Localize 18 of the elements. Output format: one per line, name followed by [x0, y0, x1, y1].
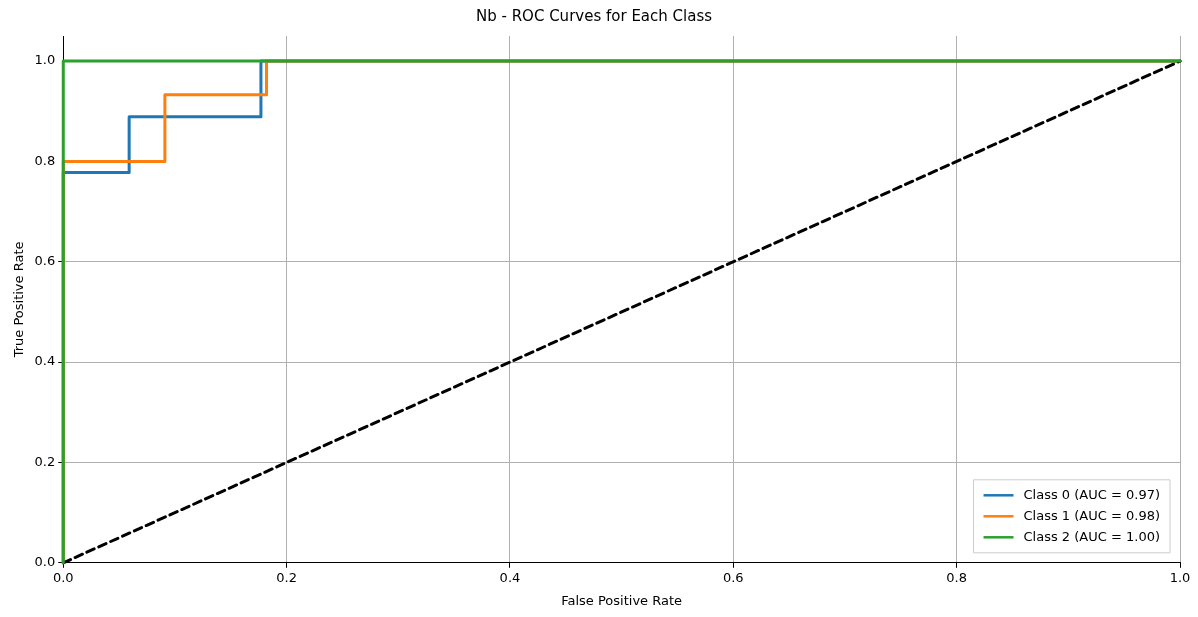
y-tick-label: 1.0 [34, 52, 56, 68]
legend-label: Class 2 (AUC = 1.00) [1023, 528, 1160, 544]
x-tick-label: 0.6 [722, 569, 744, 585]
x-tick-label: 0.0 [52, 569, 74, 585]
y-tick-label: 0.2 [34, 453, 56, 469]
y-tick-label: 0.6 [34, 253, 56, 269]
x-tick-label: 1.0 [1169, 569, 1191, 585]
legend-label: Class 1 (AUC = 0.98) [1023, 507, 1160, 523]
x-axis-title: False Positive Rate [561, 592, 683, 608]
x-tick-label: 0.2 [276, 569, 297, 585]
x-tick-label: 0.4 [499, 569, 521, 585]
y-tick-label: 0.8 [34, 152, 56, 168]
chart-title: Nb - ROC Curves for Each Class [475, 6, 713, 25]
y-tick-label: 0.4 [34, 353, 56, 369]
y-axis-title: True Positive Rate [11, 241, 27, 359]
legend-label: Class 0 (AUC = 0.97) [1023, 486, 1160, 502]
x-tick-label: 0.8 [946, 569, 967, 585]
y-tick-label: 0.0 [34, 554, 56, 570]
